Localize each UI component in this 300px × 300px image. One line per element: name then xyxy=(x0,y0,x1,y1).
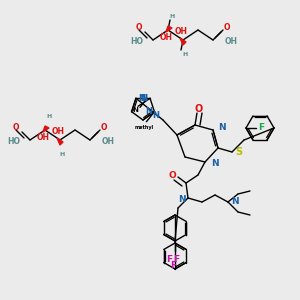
Text: F: F xyxy=(173,254,179,263)
Polygon shape xyxy=(166,26,172,32)
Text: F: F xyxy=(166,254,172,263)
Text: N: N xyxy=(140,94,147,103)
Text: HO: HO xyxy=(130,38,143,46)
Text: N: N xyxy=(140,94,147,103)
Polygon shape xyxy=(180,38,186,45)
Text: H: H xyxy=(59,152,64,157)
Text: O: O xyxy=(101,124,107,133)
Text: OH: OH xyxy=(101,137,115,146)
Text: H: H xyxy=(182,52,188,56)
Text: N: N xyxy=(218,124,226,133)
Text: S: S xyxy=(235,147,242,157)
Text: methyl: methyl xyxy=(135,125,154,130)
Text: O: O xyxy=(195,104,203,114)
Text: OH: OH xyxy=(175,28,188,37)
Text: O: O xyxy=(136,23,142,32)
Text: O: O xyxy=(13,124,19,133)
Text: N: N xyxy=(231,197,238,206)
Text: N: N xyxy=(146,107,152,116)
Text: N: N xyxy=(178,196,186,205)
Text: OH: OH xyxy=(160,34,172,43)
Text: OH: OH xyxy=(52,128,64,136)
Text: F: F xyxy=(170,260,176,269)
Text: H: H xyxy=(169,14,175,19)
Text: OH: OH xyxy=(37,134,50,142)
Text: N: N xyxy=(132,107,138,113)
Text: N: N xyxy=(152,111,159,120)
Text: OH: OH xyxy=(224,38,238,46)
Text: F: F xyxy=(258,124,264,133)
Text: O: O xyxy=(168,172,176,181)
Text: HO: HO xyxy=(8,137,20,146)
Polygon shape xyxy=(43,126,49,132)
Text: N: N xyxy=(211,160,219,169)
Text: O: O xyxy=(224,23,230,32)
Text: H: H xyxy=(46,113,52,119)
Text: N: N xyxy=(138,94,145,103)
Polygon shape xyxy=(57,138,63,145)
